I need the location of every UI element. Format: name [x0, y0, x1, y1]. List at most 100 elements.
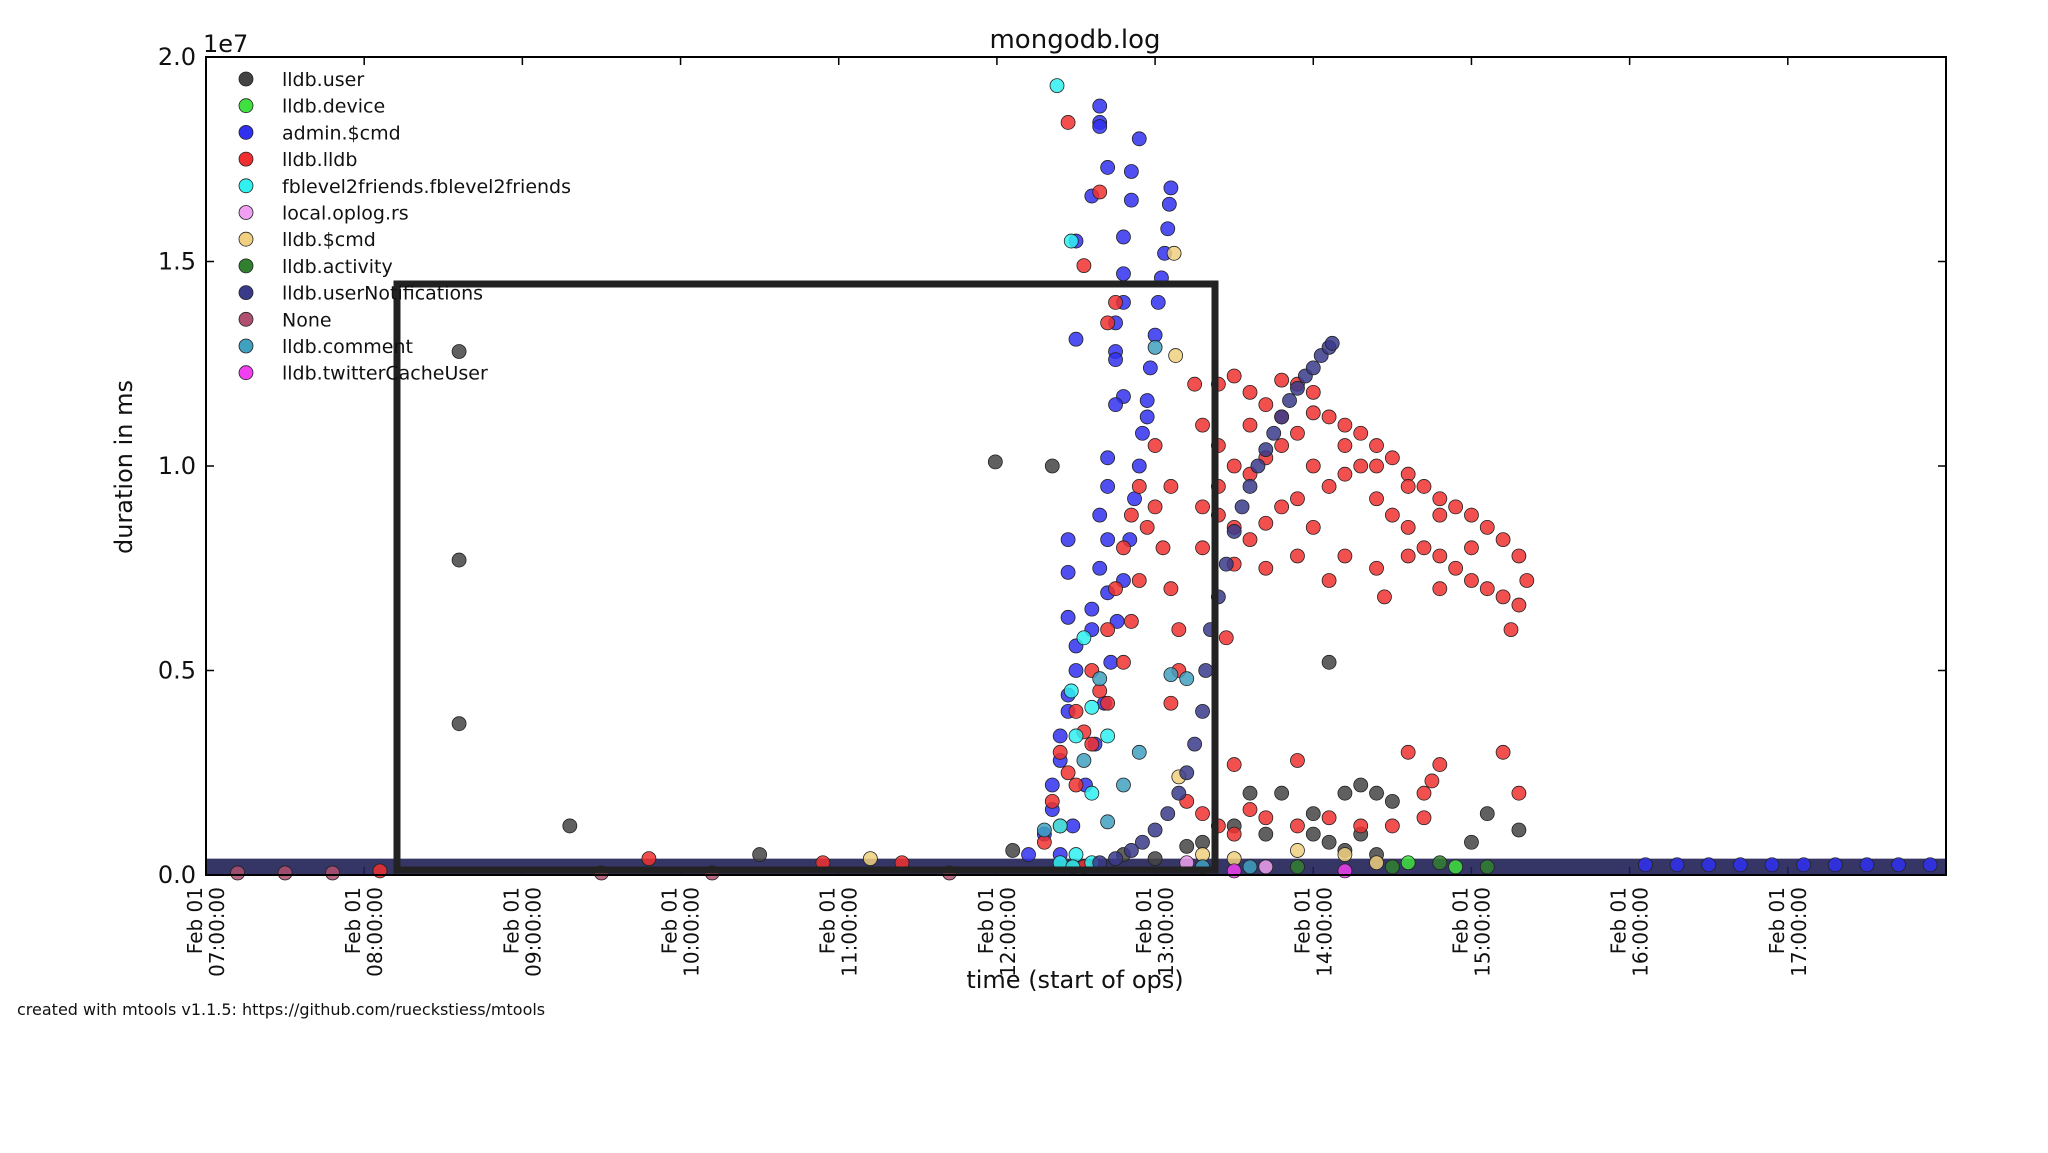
y-scale-label: 1e7	[203, 30, 248, 58]
data-point	[1242, 859, 1258, 875]
series-fblevel2friends-fblevel2friends	[1049, 78, 1116, 875]
data-point	[1044, 458, 1060, 474]
data-point	[1052, 744, 1068, 760]
series-lldb-usernotifications	[1092, 335, 1340, 871]
legend-label: None	[282, 309, 332, 331]
data-point	[1092, 184, 1108, 200]
data-point	[1384, 818, 1400, 834]
data-point	[1242, 479, 1258, 494]
series-lldb-user	[451, 344, 1527, 867]
data-point	[451, 716, 467, 732]
data-point	[1400, 479, 1416, 494]
data-point	[1226, 524, 1242, 539]
data-point	[1131, 131, 1147, 147]
legend-label: lldb.twitterCacheUser	[282, 363, 488, 385]
legend-marker	[238, 365, 254, 381]
data-point	[1416, 540, 1432, 556]
data-point	[1084, 736, 1100, 752]
data-point	[1511, 785, 1527, 801]
legend-label: lldb.user	[282, 69, 364, 91]
data-point	[1116, 654, 1131, 670]
data-point	[1290, 843, 1305, 858]
data-point	[1369, 438, 1384, 453]
data-point	[1258, 397, 1274, 413]
legend-label: admin.$cmd	[282, 122, 401, 144]
data-point	[1166, 245, 1182, 261]
data-point	[1163, 695, 1179, 711]
data-point	[1060, 609, 1076, 625]
data-point	[1400, 519, 1416, 535]
data-point	[1732, 857, 1748, 873]
data-point	[1859, 857, 1875, 873]
series-lldb-device	[1400, 855, 1464, 875]
data-point	[1369, 491, 1384, 507]
data-point	[1290, 753, 1305, 768]
data-point	[1168, 348, 1184, 363]
data-point	[1511, 597, 1527, 613]
data-point	[1337, 548, 1353, 564]
data-point	[1337, 785, 1353, 801]
data-point	[1258, 810, 1274, 826]
data-point	[1139, 409, 1155, 425]
selection-box[interactable]	[393, 280, 1219, 874]
data-point	[1108, 581, 1123, 597]
legend-marker	[238, 338, 254, 354]
data-point	[1305, 360, 1321, 376]
x-tick-label-date: Feb 01	[1765, 887, 1789, 954]
data-point	[1353, 818, 1369, 834]
data-point	[1305, 405, 1321, 421]
data-point	[1163, 180, 1179, 196]
data-point	[1511, 822, 1527, 838]
data-point	[1369, 560, 1384, 576]
data-point	[1891, 857, 1906, 873]
data-point	[1384, 859, 1400, 875]
legend-marker	[238, 151, 254, 167]
data-point	[1424, 773, 1440, 789]
data-point	[1290, 491, 1305, 507]
data-point	[1448, 499, 1464, 515]
data-point	[1179, 765, 1195, 781]
data-point	[1100, 814, 1116, 830]
data-point	[1432, 855, 1448, 871]
data-point	[1321, 834, 1337, 850]
legend-marker	[238, 231, 254, 247]
data-point	[1226, 458, 1242, 474]
data-point	[1139, 393, 1155, 408]
data-point	[1044, 777, 1060, 793]
data-point	[1305, 384, 1321, 400]
data-point	[1464, 540, 1479, 556]
data-point	[1218, 556, 1234, 572]
data-point	[1100, 479, 1116, 494]
data-point	[1195, 499, 1210, 515]
data-point	[1084, 601, 1100, 617]
data-point	[1337, 417, 1353, 433]
data-point	[1290, 818, 1305, 834]
data-point	[1796, 857, 1812, 873]
series-lldb-comment	[1036, 339, 1258, 875]
series-admin-cmd	[1021, 98, 1938, 873]
data-point	[1305, 826, 1321, 842]
data-point	[1036, 822, 1052, 838]
data-point	[1479, 581, 1495, 597]
data-point	[1068, 728, 1084, 744]
data-point	[1005, 843, 1021, 858]
series-lldb-activity	[1290, 855, 1495, 875]
data-point	[1321, 573, 1337, 588]
legend-marker	[238, 258, 254, 274]
legend-label: local.oplog.rs	[282, 203, 409, 225]
data-point	[1084, 699, 1100, 715]
data-point	[1123, 164, 1139, 179]
legend-marker	[238, 285, 254, 301]
data-point	[1321, 810, 1337, 826]
data-point	[1068, 663, 1084, 678]
footer-credit: created with mtools v1.1.5: https://gith…	[17, 1000, 546, 1019]
plot-area-frame	[205, 56, 1947, 876]
data-point	[1242, 802, 1258, 817]
legend-marker	[238, 311, 254, 327]
